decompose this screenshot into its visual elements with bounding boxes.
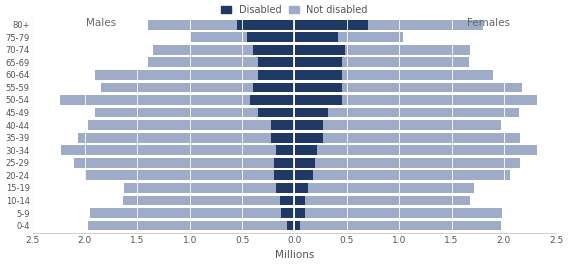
Bar xyxy=(271,120,294,130)
Bar xyxy=(345,45,471,55)
Text: Females: Females xyxy=(467,18,510,28)
Bar xyxy=(101,82,253,92)
Bar xyxy=(294,108,328,117)
Bar xyxy=(280,196,294,205)
Bar xyxy=(294,82,341,92)
Bar xyxy=(148,57,258,67)
Bar xyxy=(294,145,318,155)
Bar xyxy=(294,158,315,168)
Bar xyxy=(300,221,501,230)
Bar xyxy=(294,20,368,30)
Bar xyxy=(250,95,294,105)
Bar xyxy=(341,95,538,105)
Bar xyxy=(315,158,519,168)
Bar xyxy=(368,20,483,30)
Bar xyxy=(123,183,275,193)
Bar xyxy=(274,171,294,180)
X-axis label: Millions: Millions xyxy=(275,251,314,260)
Bar xyxy=(294,120,323,130)
Bar xyxy=(248,32,294,42)
Bar xyxy=(341,82,522,92)
Bar xyxy=(294,70,341,80)
Bar xyxy=(90,208,281,218)
Bar xyxy=(287,221,294,230)
Bar xyxy=(60,95,250,105)
Bar xyxy=(281,208,294,218)
Bar xyxy=(294,221,300,230)
Bar xyxy=(308,183,473,193)
Bar xyxy=(237,20,294,30)
Bar xyxy=(153,45,253,55)
Bar xyxy=(294,171,314,180)
Bar xyxy=(189,32,248,42)
Bar xyxy=(294,45,345,55)
Bar xyxy=(88,120,271,130)
Bar xyxy=(253,45,294,55)
Bar xyxy=(305,208,502,218)
Bar xyxy=(328,108,518,117)
Text: Males: Males xyxy=(85,18,116,28)
Bar xyxy=(88,221,287,230)
Bar xyxy=(341,70,493,80)
Bar xyxy=(275,145,294,155)
Bar xyxy=(258,57,294,67)
Bar xyxy=(294,208,305,218)
Bar xyxy=(258,70,294,80)
Bar xyxy=(294,32,339,42)
Bar xyxy=(274,158,294,168)
Bar xyxy=(148,20,237,30)
Bar xyxy=(314,171,510,180)
Bar xyxy=(123,196,280,205)
Bar xyxy=(294,196,305,205)
Bar xyxy=(61,145,275,155)
Bar xyxy=(253,82,294,92)
Legend: Disabled, Not disabled: Disabled, Not disabled xyxy=(221,5,368,15)
Bar xyxy=(294,95,341,105)
Bar xyxy=(323,120,501,130)
Bar xyxy=(341,57,469,67)
Bar xyxy=(339,32,403,42)
Bar xyxy=(77,133,271,143)
Bar xyxy=(96,70,258,80)
Bar xyxy=(75,158,274,168)
Bar xyxy=(305,196,471,205)
Bar xyxy=(318,145,538,155)
Bar xyxy=(96,108,258,117)
Bar xyxy=(294,57,341,67)
Bar xyxy=(294,133,323,143)
Bar xyxy=(275,183,294,193)
Bar xyxy=(271,133,294,143)
Bar xyxy=(323,133,519,143)
Bar xyxy=(294,183,308,193)
Bar xyxy=(85,171,274,180)
Bar xyxy=(258,108,294,117)
